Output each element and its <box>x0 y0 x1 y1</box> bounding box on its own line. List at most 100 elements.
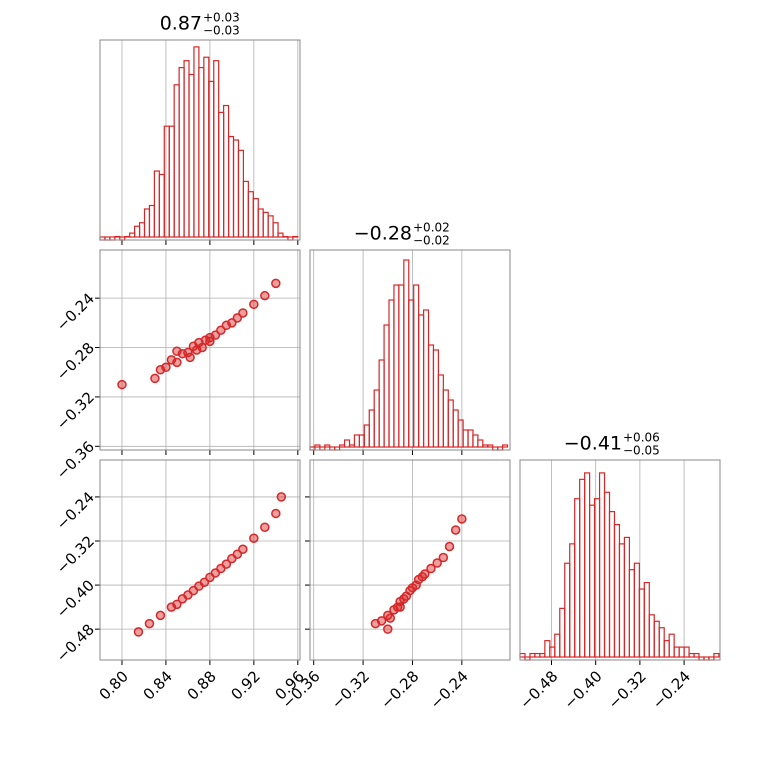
histogram-bar <box>272 222 279 238</box>
histogram-bar <box>584 472 591 658</box>
sample-point <box>385 613 395 623</box>
histogram-bar <box>467 429 474 448</box>
sample-point <box>395 602 405 612</box>
histogram-bar <box>403 259 410 448</box>
title-lower-error: −0.03 <box>203 24 240 38</box>
sample-point <box>144 618 155 629</box>
histogram-bar <box>648 614 655 658</box>
sample-point <box>172 357 182 368</box>
sample-point <box>271 278 281 289</box>
histogram-bar <box>529 652 536 658</box>
y-tick-label: −0.40 <box>53 576 98 621</box>
histogram-bar <box>663 640 670 658</box>
histogram-bar <box>198 66 205 238</box>
sample-point <box>383 624 393 634</box>
histogram-bar <box>501 444 509 448</box>
histogram-bar <box>658 627 665 658</box>
sample-point <box>238 308 248 318</box>
histogram-bar <box>452 409 459 448</box>
histogram-bar <box>589 504 596 658</box>
histogram-bar <box>427 344 435 448</box>
panel-frame <box>309 459 511 661</box>
y-tick-label: −0.24 <box>53 289 98 334</box>
histogram-bar <box>378 359 385 448</box>
sample-point <box>271 508 281 519</box>
histogram-bar <box>534 652 541 658</box>
histogram-bar <box>143 208 151 238</box>
histogram-bar <box>713 652 720 658</box>
histogram-bar <box>477 439 484 448</box>
x-tick-label: −0.32 <box>605 667 650 712</box>
histogram-bar <box>163 125 170 238</box>
histogram-bar <box>353 434 360 448</box>
x-tick-label: −0.32 <box>328 667 373 712</box>
histogram-bar <box>613 523 621 658</box>
y-tick-label: −0.48 <box>53 620 98 665</box>
histogram-bar <box>203 56 210 238</box>
histogram-bar <box>442 389 449 448</box>
histogram-bar <box>368 409 375 448</box>
panel-title: −0.41 <box>564 433 622 455</box>
histogram-bar <box>213 60 220 238</box>
histogram-bar <box>668 633 675 658</box>
histogram-bar <box>673 646 680 658</box>
histogram-bar <box>598 472 606 658</box>
histogram-bar <box>418 314 425 448</box>
histogram-bar <box>358 434 365 448</box>
histogram-bar <box>363 424 370 448</box>
sample-point <box>150 373 160 384</box>
histogram-bar <box>148 204 155 238</box>
sample-point <box>426 563 436 574</box>
histogram-bar <box>237 149 245 238</box>
histogram-bar <box>129 232 136 238</box>
y-tick-label: −0.28 <box>53 339 98 384</box>
histogram-bar <box>339 444 346 448</box>
histogram-bar <box>519 652 526 658</box>
histogram-bar <box>227 135 235 238</box>
histogram-bar <box>549 646 556 658</box>
sample-point <box>205 336 215 347</box>
histogram-bar <box>324 444 331 448</box>
histogram-bar <box>173 84 180 238</box>
sample-point <box>276 492 287 502</box>
histogram-bar <box>432 349 439 448</box>
x-tick-label: 0.88 <box>184 667 220 703</box>
histogram-bar <box>398 284 405 448</box>
panel-frame <box>99 249 301 451</box>
y-tick-label: −0.24 <box>53 488 98 533</box>
histogram-bar <box>134 225 141 238</box>
histogram-bar <box>554 633 561 658</box>
histogram-bar <box>247 191 254 238</box>
histogram-bar <box>218 111 225 238</box>
y-tick-label: −0.32 <box>53 388 98 433</box>
sample-point <box>260 290 270 301</box>
histogram-bar <box>569 543 576 658</box>
sample-point <box>133 627 144 637</box>
histogram-bar <box>623 536 630 658</box>
sample-point <box>420 569 430 579</box>
histogram-bar <box>579 478 586 658</box>
x-tick-label: −0.28 <box>377 667 422 712</box>
sample-point <box>155 610 166 621</box>
histogram-bar <box>422 309 430 448</box>
histogram-bar <box>257 208 264 238</box>
histogram-bar <box>487 444 494 448</box>
histogram-bar <box>628 569 635 658</box>
histogram-bar <box>603 491 611 658</box>
histogram-bar <box>408 299 415 448</box>
histogram-bar <box>678 646 685 658</box>
histogram-bar <box>193 46 200 238</box>
sample-point <box>183 347 193 358</box>
histogram-bar <box>643 581 650 658</box>
sample-point <box>185 352 195 363</box>
histogram-bar <box>393 284 400 448</box>
sample-point <box>172 599 182 610</box>
sample-point <box>260 522 270 532</box>
histogram-bar <box>388 299 395 448</box>
sample-point <box>161 362 171 373</box>
histogram-bar <box>153 170 160 238</box>
histogram-bar <box>472 434 479 448</box>
panel-title: 0.87 <box>160 13 202 35</box>
histogram-bar <box>413 284 420 448</box>
histogram-bar <box>539 652 546 658</box>
